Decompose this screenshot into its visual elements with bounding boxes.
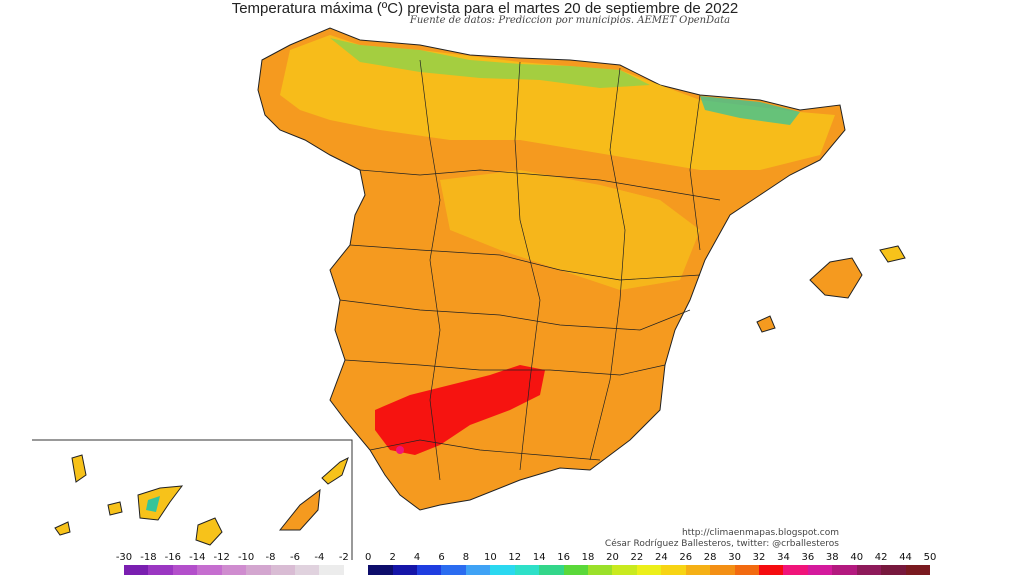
legend-swatch (881, 565, 906, 575)
legend-label: -2 (338, 552, 349, 563)
legend-label: 6 (438, 552, 445, 563)
legend-swatch (636, 565, 662, 575)
legend-label: 34 (777, 552, 790, 563)
canary-inset-frame (32, 439, 353, 560)
legend-label: 38 (825, 552, 839, 563)
legend-label: 18 (581, 552, 595, 563)
legend-label: 40 (850, 552, 864, 563)
legend-label: 2 (389, 552, 396, 563)
legend-swatch (832, 565, 857, 575)
legend-swatch (758, 565, 784, 575)
legend-label: 36 (801, 552, 815, 563)
legend-label: -14 (189, 552, 206, 563)
legend-label: 4 (413, 552, 421, 563)
legend-label: 50 (923, 552, 937, 563)
legend-swatch (246, 565, 271, 575)
legend-swatch (294, 565, 320, 575)
legend-swatch (490, 565, 515, 575)
legend-label: -18 (140, 552, 157, 563)
menorca (879, 245, 906, 263)
map-subtitle: Fuente de datos: Prediccion por municipi… (409, 15, 731, 26)
legend-swatch (807, 565, 833, 575)
legend-label: 28 (703, 552, 717, 563)
legend-swatch (905, 565, 930, 575)
central-yellow-zone (440, 170, 700, 290)
ibiza (756, 315, 776, 333)
legend-label: -8 (265, 552, 276, 563)
canary-islands (54, 454, 349, 546)
legend-labels: -30 -18 -16 -14 -12 -10 -8 -6 -4 -2 0 2 4 6 8 10 12 14 16 1… (115, 552, 938, 564)
legend-swatch (368, 565, 393, 575)
legend-swatch (197, 565, 222, 575)
pyrenees-green-zone (700, 96, 800, 125)
credit-author: César Rodríguez Ballesteros, twitter: @c… (604, 539, 839, 549)
legend-label: 8 (462, 552, 470, 563)
hotspot (396, 446, 404, 454)
legend-swatch (661, 565, 686, 575)
map-title: Temperatura máxima (ºC) prevista para el… (231, 0, 739, 17)
legend-label: 30 (728, 552, 741, 563)
legend-label: 26 (679, 552, 693, 563)
legend-label: 32 (752, 552, 766, 563)
mallorca (809, 257, 863, 299)
legend-swatch (343, 565, 369, 575)
legend-label: 24 (654, 552, 668, 563)
legend-label: 20 (606, 552, 619, 563)
legend-label: -4 (314, 552, 325, 563)
legend-swatch (148, 565, 173, 575)
legend-label: 14 (532, 552, 546, 563)
legend-swatch (392, 565, 418, 575)
legend-label: -10 (237, 552, 255, 563)
credit-url: http://climaenmapas.blogspot.com (681, 528, 839, 538)
legend-swatch (710, 565, 735, 575)
legend-swatch (441, 565, 466, 575)
legend-label: 10 (483, 552, 497, 563)
legend-swatch (612, 565, 637, 575)
legend-swatch (588, 565, 613, 575)
legend-label: -30 (115, 552, 133, 563)
guadalquivir-hot-zone (375, 365, 545, 455)
legend-label: 0 (365, 552, 372, 563)
legend-swatch (319, 565, 344, 575)
legend-swatch (270, 565, 295, 575)
legend-swatch (783, 565, 808, 575)
color-legend (124, 565, 930, 575)
legend-swatch (734, 565, 759, 575)
legend-swatch (172, 565, 198, 575)
legend-swatch (465, 565, 491, 575)
legend-label: 16 (557, 552, 570, 563)
legend-swatch (563, 565, 589, 575)
legend-swatch (856, 565, 882, 575)
legend-swatch (685, 565, 711, 575)
legend-swatch (417, 565, 442, 575)
legend-swatch (221, 565, 247, 575)
legend-label: -12 (213, 552, 230, 563)
province-borders (339, 59, 721, 481)
legend-label: 12 (508, 552, 522, 563)
legend-label: 44 (899, 552, 912, 563)
cantabrian-green-zone (330, 38, 650, 88)
legend-label: -6 (289, 552, 300, 563)
legend-swatch (539, 565, 564, 575)
legend-swatch (514, 565, 540, 575)
legend-swatch (124, 565, 149, 575)
legend-label: 22 (630, 552, 644, 563)
legend-label: -16 (164, 552, 182, 563)
legend-label: 42 (874, 552, 888, 563)
